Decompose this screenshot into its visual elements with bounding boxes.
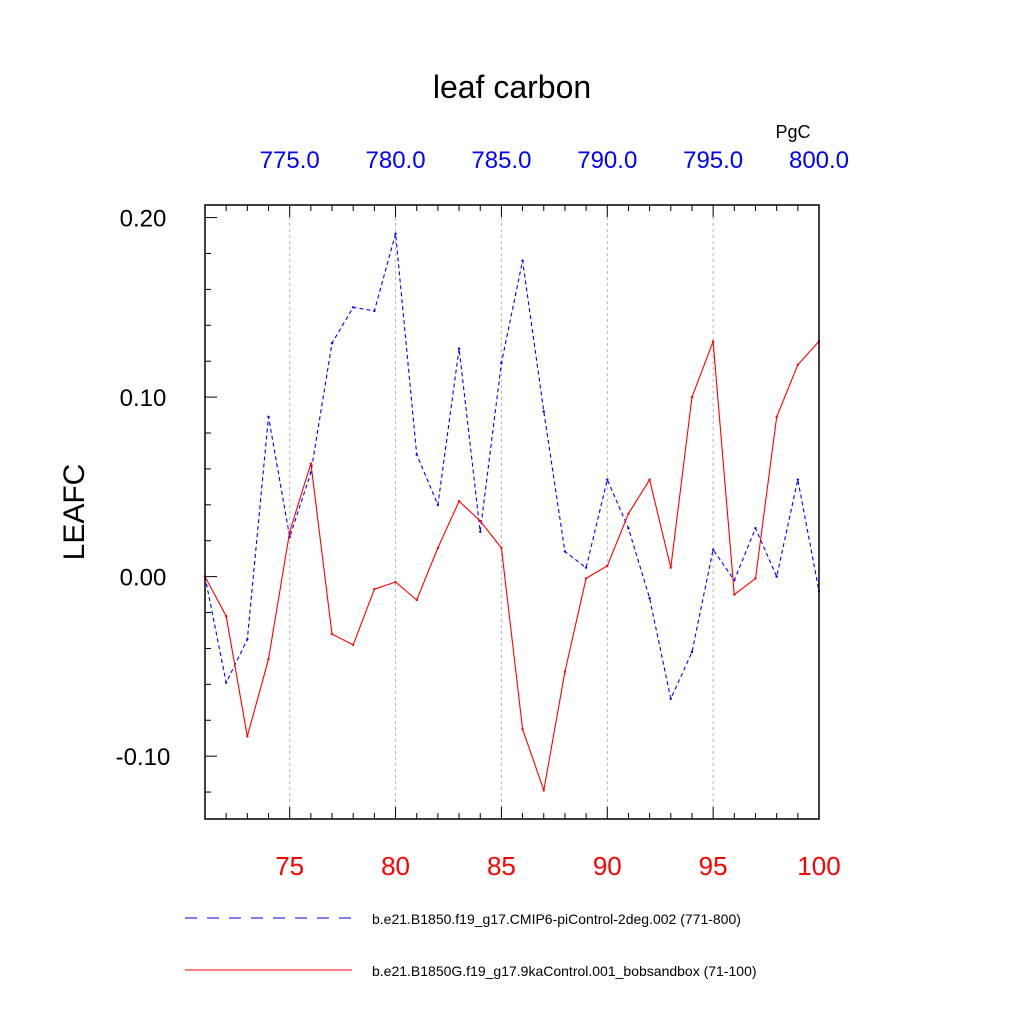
- x-bottom-tick-label: 80: [381, 851, 410, 881]
- chart-title: leaf carbon: [433, 69, 591, 105]
- data-point: [563, 670, 567, 673]
- y-tick-label: 0.20: [120, 206, 167, 233]
- data-point: [669, 566, 672, 569]
- data-point: [330, 632, 334, 636]
- data-point: [415, 598, 418, 602]
- data-point: [394, 232, 397, 235]
- x-top-tick-label: 775.0: [260, 147, 320, 174]
- data-point: [330, 342, 334, 345]
- data-point: [288, 530, 291, 533]
- data-point: [754, 577, 757, 580]
- data-point: [267, 415, 270, 419]
- data-point: [584, 577, 588, 580]
- legend: b.e21.B1850.f19_g17.CMIP6-piControl-2deg…: [185, 911, 757, 979]
- y-axis-label: LEAFC: [58, 464, 91, 561]
- data-point: [690, 395, 694, 399]
- data-point: [521, 259, 524, 262]
- data-point: [754, 526, 757, 530]
- data-point: [373, 309, 376, 313]
- data-point: [479, 530, 482, 533]
- data-point: [309, 462, 313, 465]
- legend-label: b.e21.B1850.f19_g17.CMIP6-piControl-2deg…: [372, 911, 741, 927]
- data-point: [457, 500, 461, 503]
- data-point: [627, 526, 630, 530]
- data-point: [606, 564, 609, 568]
- x-top-tick-label: 780.0: [366, 147, 426, 174]
- x-bottom-tick-label: 95: [699, 851, 728, 881]
- legend-label: b.e21.B1850G.f19_g17.9kaControl.001_bobs…: [372, 963, 757, 979]
- units-label: PgC: [775, 122, 810, 142]
- data-series: [203, 232, 821, 793]
- data-point: [711, 548, 715, 551]
- x-bottom-tick-label: 75: [275, 851, 304, 881]
- data-point: [648, 478, 651, 481]
- series-line-9ka-71-100: [204, 341, 820, 793]
- data-point: [542, 789, 545, 792]
- axis-ticks: [204, 205, 820, 819]
- data-point: [415, 453, 418, 456]
- y-tick-label: 0.00: [120, 565, 167, 592]
- x-top-tick-label: 785.0: [471, 147, 531, 174]
- data-point: [500, 361, 503, 365]
- data-point: [373, 587, 376, 591]
- data-point: [563, 550, 567, 553]
- data-point: [669, 697, 672, 700]
- data-point: [352, 306, 355, 309]
- data-point: [711, 340, 715, 343]
- x-top-tick-label: 800.0: [789, 147, 849, 174]
- x-top-tick-label: 790.0: [577, 147, 637, 174]
- data-point: [436, 503, 440, 507]
- plot-frame: [204, 204, 820, 820]
- x-bottom-tick-label: 90: [593, 851, 622, 881]
- data-point: [606, 478, 609, 481]
- series-line-control-771-800: [204, 233, 820, 701]
- data-point: [436, 546, 440, 550]
- y-tick-label: -0.10: [116, 744, 171, 771]
- data-point: [796, 478, 800, 481]
- data-point: [224, 681, 228, 684]
- data-point: [796, 363, 800, 366]
- data-point: [394, 580, 397, 584]
- data-point: [775, 575, 778, 578]
- y-tick-label: 0.10: [120, 385, 167, 412]
- x-top-tick-label: 795.0: [683, 147, 743, 174]
- x-bottom-tick-label: 85: [487, 851, 516, 881]
- data-point: [246, 638, 249, 641]
- data-point: [648, 596, 651, 600]
- grid-lines: [289, 205, 714, 819]
- data-point: [584, 566, 588, 569]
- data-point: [733, 579, 736, 582]
- data-point: [521, 728, 524, 731]
- data-point: [479, 519, 482, 523]
- data-point: [267, 658, 270, 661]
- x-bottom-tick-label: 100: [797, 851, 840, 881]
- data-point: [352, 643, 355, 647]
- data-point: [542, 410, 545, 413]
- tick-labels: -0.10 0.00 0.10 0.20 75 80 85 90 95 100 775.0 780.0…: [116, 147, 849, 881]
- data-point: [733, 593, 736, 596]
- data-point: [246, 735, 249, 738]
- data-point: [775, 415, 778, 419]
- data-point: [627, 512, 630, 515]
- data-point: [500, 546, 503, 550]
- data-point: [690, 650, 694, 654]
- data-point: [224, 614, 228, 618]
- data-point: [457, 347, 461, 350]
